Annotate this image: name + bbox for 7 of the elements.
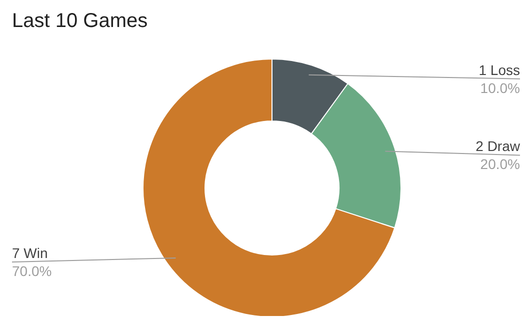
data-label: 20.0%	[480, 156, 520, 172]
slice-label: 2 Draw	[476, 138, 521, 154]
slice-label: 1 Loss	[478, 62, 520, 78]
slice-label: 7 Win	[12, 244, 48, 261]
data-label: 70.0%	[12, 262, 52, 279]
chart-title: Last 10 Games	[12, 10, 148, 33]
data-label: 10.0%	[480, 80, 520, 96]
